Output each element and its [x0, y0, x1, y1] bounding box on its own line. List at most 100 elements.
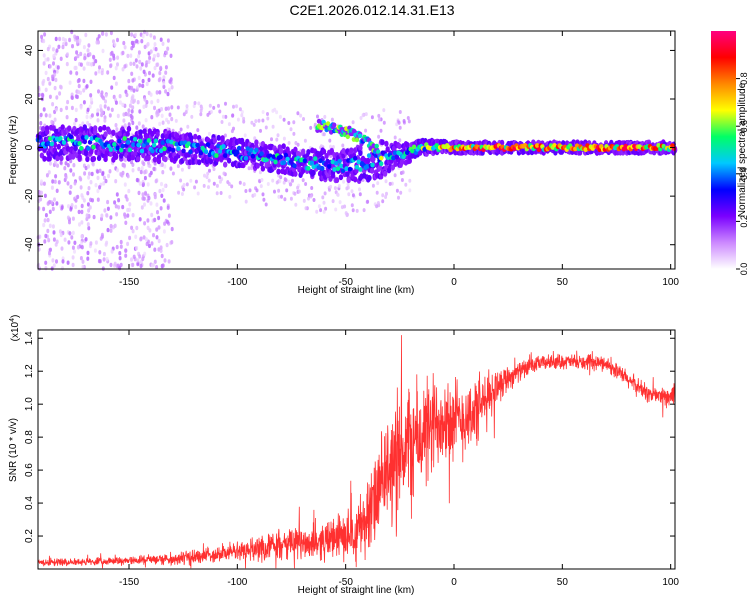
heatmap-cell [205, 142, 211, 148]
heatmap-cell [388, 181, 392, 186]
heatmap-cell [165, 50, 169, 55]
heatmap-cell [144, 191, 148, 196]
heatmap-cell [253, 192, 257, 197]
heatmap-cell [119, 262, 123, 268]
spectrogram-y-axis-label: Frequency (Hz) [8, 116, 19, 185]
heatmap-cell [163, 183, 167, 189]
heatmap-cell [66, 181, 70, 186]
heatmap-cell [114, 66, 118, 71]
heatmap-cell [245, 146, 250, 152]
heatmap-cell [114, 81, 118, 86]
heatmap-cell [42, 181, 46, 186]
heatmap-cell [159, 206, 163, 211]
heatmap-cell [351, 193, 355, 198]
heatmap-cell [138, 134, 143, 141]
heatmap-cell [334, 207, 338, 212]
heatmap-cell [398, 138, 402, 143]
heatmap-cell [375, 190, 379, 195]
heatmap-cell [86, 202, 90, 207]
heatmap-cell [136, 85, 139, 90]
heatmap-cell [109, 262, 113, 268]
heatmap-cell [152, 35, 156, 40]
heatmap-cell [91, 155, 97, 162]
heatmap-cell [55, 239, 59, 244]
heatmap-cell [180, 167, 184, 172]
heatmap-cell [106, 227, 110, 233]
heatmap-cell [86, 107, 90, 113]
heatmap-cell [220, 120, 224, 124]
heatmap-cell [73, 249, 76, 254]
heatmap-cell [313, 122, 317, 127]
heatmap-cell [84, 135, 89, 140]
heatmap-cell [358, 187, 361, 192]
heatmap-cell [182, 183, 186, 187]
heatmap-cell [141, 256, 145, 262]
heatmap-cell [114, 179, 118, 184]
heatmap-cell [159, 37, 163, 42]
heatmap-cell [44, 128, 50, 135]
heatmap-cell [103, 131, 108, 138]
heatmap-cell [301, 148, 306, 155]
heatmap-cell [171, 171, 175, 176]
heatmap-cell [113, 154, 119, 160]
heatmap-cell [385, 146, 390, 153]
heatmap-cell [52, 61, 55, 66]
heatmap-cell [83, 56, 87, 61]
heatmap-cell [48, 251, 51, 256]
heatmap-cell [87, 43, 91, 48]
heatmap-cell [354, 164, 360, 170]
heatmap-cell [131, 142, 136, 148]
heatmap-cell [40, 179, 43, 184]
heatmap-cell [167, 87, 171, 93]
heatmap-cell [149, 49, 153, 54]
heatmap-cell [354, 137, 360, 143]
heatmap-cell [161, 41, 165, 46]
heatmap-cell [323, 114, 327, 119]
heatmap-cell [235, 104, 238, 109]
heatmap-cell [370, 162, 375, 168]
heatmap-cell [160, 253, 164, 259]
heatmap-cell [170, 116, 174, 122]
heatmap-cell [285, 156, 290, 162]
heatmap-cell [332, 122, 337, 128]
heatmap-cell [376, 181, 380, 186]
heatmap-cell [84, 165, 88, 171]
heatmap-cell [141, 142, 146, 148]
heatmap-cell [155, 90, 159, 95]
snr-y-axis-label: SNR (10 * v/v) [8, 418, 19, 482]
heatmap-cell [61, 140, 67, 145]
heatmap-cell [147, 77, 151, 83]
heatmap-cell [346, 177, 351, 184]
heatmap-cell [59, 160, 63, 165]
heatmap-cell [377, 134, 381, 139]
heatmap-cell [143, 44, 147, 50]
heatmap-cell [195, 142, 200, 148]
heatmap-cell [158, 188, 162, 194]
heatmap-cell [127, 122, 131, 127]
heatmap-cell [105, 256, 109, 262]
heatmap-cell [152, 166, 156, 172]
heatmap-cell [73, 240, 77, 245]
snr-series-line [37, 335, 676, 569]
heatmap-cell [153, 105, 156, 111]
heatmap-cell [306, 166, 311, 171]
heatmap-cell [162, 75, 166, 80]
heatmap-cell [238, 107, 242, 112]
heatmap-cell [104, 93, 108, 98]
heatmap-cell [266, 116, 270, 121]
heatmap-cell [283, 197, 287, 202]
heatmap-cell [240, 110, 244, 114]
heatmap-cell [404, 182, 408, 187]
heatmap-cell [52, 53, 56, 59]
heatmap-cell [230, 184, 234, 189]
heatmap-cell [59, 107, 63, 113]
colorbar-tick-label: 0.4 [739, 168, 749, 181]
snr-y-ticks: 0.2 0.4 0.6 0.8 1.0 1.2 1.4 [24, 331, 675, 543]
snr-x-tick-label: 50 [557, 577, 569, 588]
heatmap-cell [184, 110, 188, 115]
heatmap-cell [399, 190, 403, 195]
heatmap-cell [126, 53, 130, 59]
heatmap-cell [68, 190, 72, 195]
heatmap-cell [165, 242, 169, 248]
heatmap-cell [126, 174, 130, 179]
